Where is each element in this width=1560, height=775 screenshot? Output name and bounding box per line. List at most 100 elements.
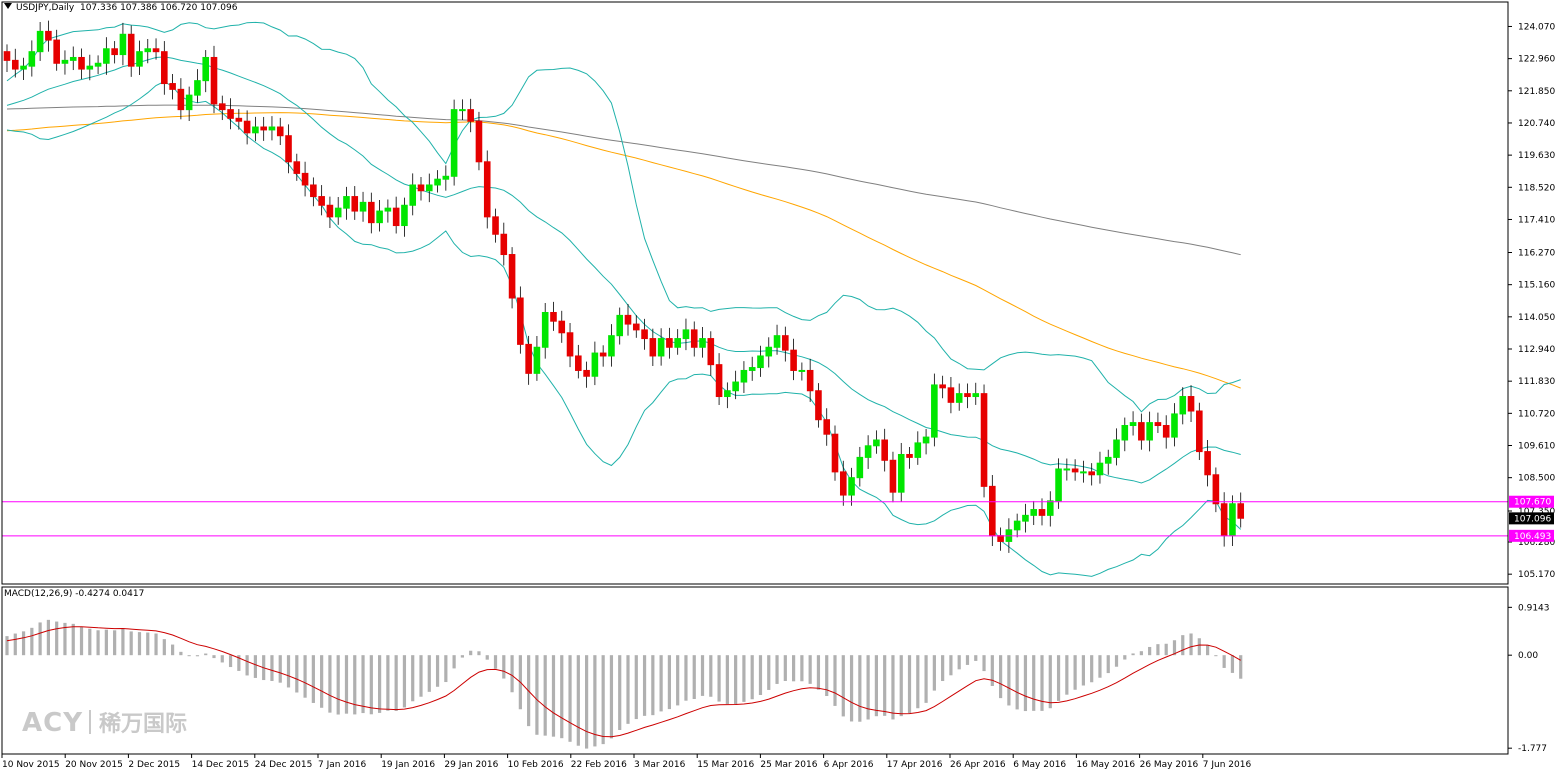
price-tick-label: 112.940 [1518,345,1555,355]
candle [459,99,466,121]
candle [343,186,350,220]
macd-histogram-bar [469,650,473,656]
macd-histogram-bar [659,655,663,712]
chart-title[interactable]: USDJPY,Daily 107.336 107.386 106.720 107… [4,3,237,13]
candle-body-bull [657,338,665,357]
candle [368,192,375,234]
candle-body-bull [616,314,624,337]
candle [1030,500,1038,526]
candle [152,38,160,60]
macd-histogram-bar [427,655,431,692]
macd-histogram-bar [543,655,547,736]
candle [839,460,847,506]
candle-body-bear [566,332,574,357]
candle [773,324,781,355]
price-tick-label: 116.270 [1518,249,1555,259]
dropdown-triangle-icon[interactable] [4,3,12,9]
candle-body-bear [1204,451,1211,476]
macd-histogram-bar [30,627,34,656]
macd-tick-label: 0.00 [1518,651,1538,661]
candle-body-bear [293,161,301,174]
macd-histogram-bar [460,655,464,658]
candle-body-bear [500,233,508,256]
macd-histogram-bar [1189,633,1193,656]
candle-body-bear [790,349,797,371]
candle-body-bear [558,320,566,334]
candle [980,384,988,498]
candle [1229,495,1236,547]
candle-body-bear [964,393,971,398]
candle [210,45,218,114]
candle-body-bull [955,393,963,403]
macd-histogram-bar [601,655,605,745]
macd-histogram-bar [767,655,771,690]
macd-histogram-bar [692,655,696,699]
macd-histogram-bar [1023,655,1028,712]
candle [409,173,417,216]
candle-body-bear [583,369,590,377]
macd-values: -0.4274 0.0417 [75,589,145,599]
candle [334,197,342,225]
candle [144,38,152,64]
candle-body-bear [624,314,632,325]
candle-body-bear [169,83,176,90]
candle-body-bull [434,178,441,186]
date-tick-label: 7 Jun 2016 [1203,760,1252,770]
candle-body-bull [1179,396,1187,415]
candle-body-bull [343,196,350,209]
candle [1038,498,1046,526]
macd-histogram-bar [999,655,1003,699]
candle-body-bull [334,207,342,218]
macd-histogram-bar [734,655,738,705]
macd-indicator-label[interactable]: MACD(12,26,9) -0.4274 0.0417 [4,589,144,599]
macd-histogram-bar [361,655,365,714]
candle-body-bull [856,456,864,479]
candle-body-bear [641,329,648,340]
candle-body-bear [152,48,160,53]
candle [260,116,267,141]
candle [608,324,615,367]
macd-histogram-bar [245,655,249,676]
macd-histogram-bar [394,655,398,711]
macd-histogram-bar [1222,655,1226,668]
candle [475,111,483,171]
macd-histogram-bar [1081,655,1085,686]
candle [508,247,516,309]
candle [955,383,963,411]
candle [276,117,284,145]
candle-body-bear [1071,468,1079,473]
candle [36,21,44,61]
candle [533,336,541,381]
candle [11,48,19,78]
macd-histogram-bar [336,655,340,715]
watermark-cn: 稀万国际 [99,712,188,737]
candle [359,191,367,222]
candle [20,57,27,81]
macd-histogram-bar [750,655,754,700]
macd-histogram-bar [21,631,26,656]
candle-body-bear [11,59,19,70]
candle [492,208,499,243]
candle [541,302,549,359]
candle-body-bull [533,346,541,374]
candle [1063,458,1071,481]
candle [757,345,764,377]
level-tag-label: 107.670 [1514,498,1551,508]
date-tick-label: 19 Jan 2016 [381,760,435,770]
candle-body-bear [1162,425,1170,438]
candle-body-bull [1171,413,1178,438]
candle-body-bear [227,109,234,119]
candle-body-bull [682,329,690,340]
macd-histogram-bar [609,655,614,739]
candle [823,408,831,446]
candle-body-bull [1013,520,1021,531]
candle-body-bear [939,384,946,389]
bollinger-lower-line [6,80,1242,577]
candle [1154,412,1162,434]
candle-body-bull [1030,509,1038,516]
candle-body-bear [177,88,185,111]
candle [69,46,77,71]
candle-body-bear [1237,503,1245,519]
date-tick-label: 6 May 2016 [1013,760,1066,770]
macd-histogram-bar [1073,655,1077,690]
